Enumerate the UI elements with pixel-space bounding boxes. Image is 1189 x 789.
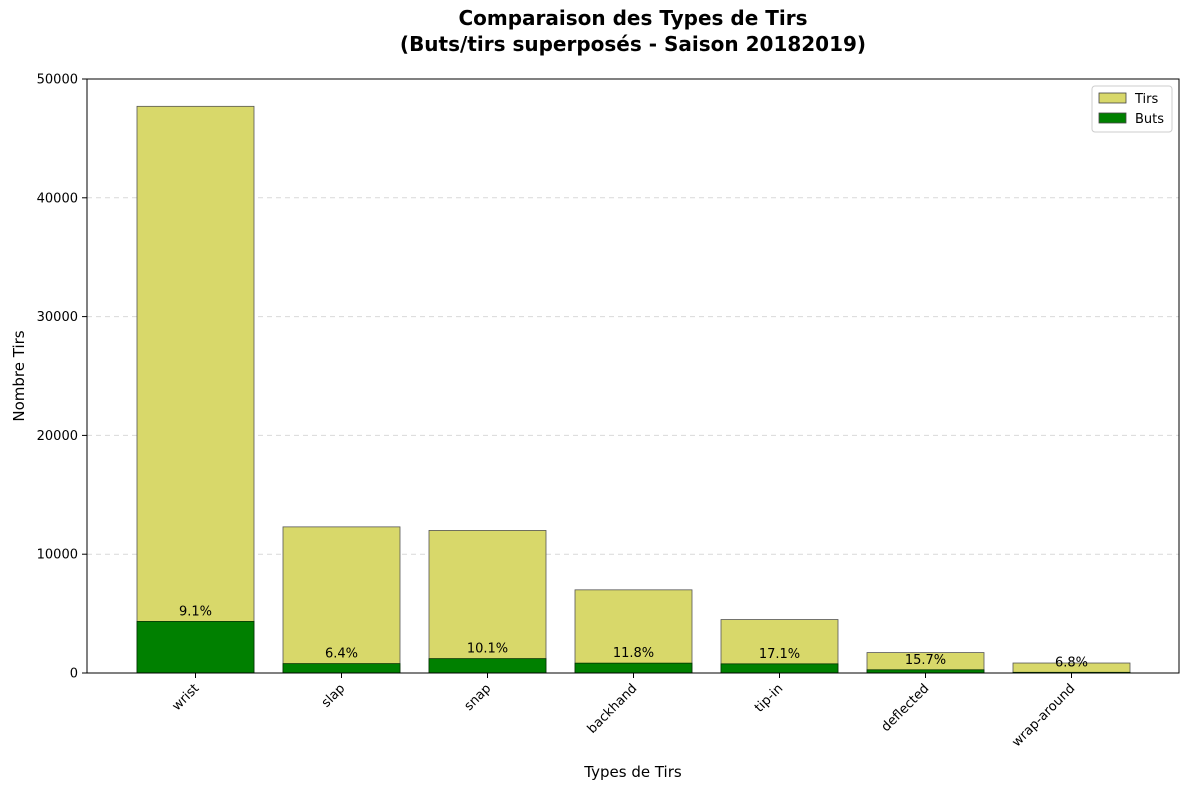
- legend-swatch-tirs: [1098, 92, 1127, 104]
- chart-title-line2: (Buts/tirs superposés - Saison 20182019): [400, 32, 866, 56]
- percent-label: 11.8%: [613, 646, 654, 661]
- chart-title-line1: Comparaison des Types de Tirs: [458, 6, 807, 30]
- percent-labels: 9.1% 6.4% 10.1% 11.8% 17.1% 15.7% 6.8%: [179, 604, 1088, 670]
- x-tick-label: wrap-around: [1009, 681, 1078, 750]
- y-tick-label: 50000: [37, 73, 78, 88]
- bar-tirs-snap: [428, 530, 547, 674]
- y-tick-label: 0: [70, 667, 78, 682]
- bar-buts-wrist: [136, 621, 255, 674]
- x-tick-label: tip-in: [752, 681, 786, 715]
- y-tick-label: 30000: [37, 310, 78, 325]
- x-tick-label: slap: [319, 681, 348, 710]
- legend-label-buts: Buts: [1135, 112, 1164, 127]
- percent-label: 17.1%: [759, 647, 800, 662]
- legend: Tirs Buts: [1091, 85, 1173, 133]
- bars: [136, 105, 1131, 674]
- legend-label-tirs: Tirs: [1134, 92, 1158, 107]
- x-axis-label: Types de Tirs: [583, 763, 682, 781]
- bar-buts-snap: [428, 658, 547, 674]
- y-tick-label: 20000: [37, 429, 78, 444]
- x-tick-label: wrist: [169, 681, 202, 714]
- x-tick-label: backhand: [585, 681, 641, 737]
- y-axis-label: Nombre Tirs: [10, 330, 28, 421]
- percent-label: 6.8%: [1055, 655, 1088, 670]
- bar-buts-backhand: [574, 662, 693, 674]
- percent-label: 15.7%: [905, 653, 946, 668]
- y-tick-label: 40000: [37, 191, 78, 206]
- bar-buts-slap: [282, 663, 401, 674]
- percent-label: 9.1%: [179, 604, 212, 619]
- bar-tirs-backhand: [574, 589, 693, 674]
- bar-tirs-slap: [282, 526, 401, 674]
- x-tick-label: snap: [462, 681, 495, 714]
- y-tick-label: 10000: [37, 548, 78, 563]
- x-tick-label: deflected: [879, 681, 933, 735]
- percent-label: 10.1%: [467, 642, 508, 657]
- bar-tirs-wrist: [136, 105, 255, 674]
- legend-swatch-buts: [1098, 112, 1127, 124]
- percent-label: 6.4%: [325, 647, 358, 662]
- bar-buts-tip-in: [720, 663, 839, 674]
